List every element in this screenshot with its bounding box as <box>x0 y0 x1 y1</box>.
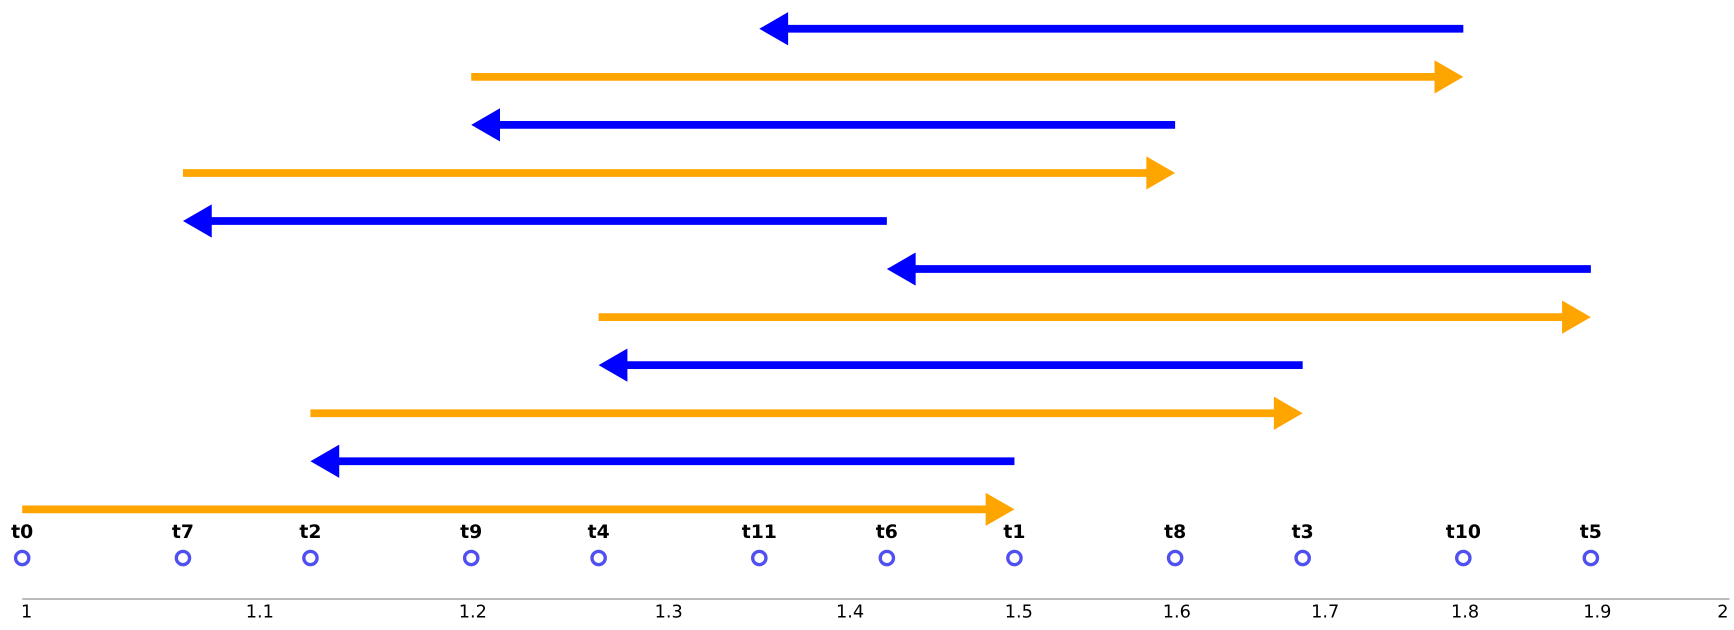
x-tick-label: 1.2 <box>459 602 487 622</box>
point-label: t11 <box>742 522 777 543</box>
arrow-head <box>471 108 501 142</box>
x-tick-label: 1.1 <box>246 602 274 622</box>
arrow <box>310 444 1015 478</box>
arrow <box>182 204 887 238</box>
arrow-head <box>1146 156 1176 190</box>
arrow-head <box>985 492 1015 526</box>
arrow-head <box>1434 60 1464 94</box>
x-tick-label: 1.7 <box>1311 602 1339 622</box>
x-tick-label: 1.4 <box>836 602 864 622</box>
arrow <box>471 60 1464 94</box>
point-label: t7 <box>172 522 194 543</box>
point-label: t6 <box>876 522 898 543</box>
arrow-head <box>1273 396 1303 430</box>
point-label: t5 <box>1580 522 1602 543</box>
x-tick-label: 1.5 <box>1005 602 1033 622</box>
arrow <box>310 396 1303 430</box>
x-tick-label: 2 <box>1717 602 1728 622</box>
point-label: t4 <box>588 522 610 543</box>
arrow <box>598 348 1303 382</box>
arrow-head <box>182 204 212 238</box>
x-tick-label: 1.3 <box>655 602 683 622</box>
point <box>1166 549 1184 567</box>
point <box>1294 549 1311 567</box>
point <box>590 549 607 567</box>
point <box>1582 549 1600 567</box>
arrow <box>471 108 1176 142</box>
point-label: t9 <box>460 522 482 543</box>
point <box>1455 549 1472 567</box>
point-label: t8 <box>1164 522 1186 543</box>
point-label: t3 <box>1292 522 1314 543</box>
arrow-head <box>1562 300 1591 334</box>
point <box>1006 549 1023 567</box>
arrow-head <box>886 252 916 286</box>
point <box>878 549 896 567</box>
point-label: t0 <box>11 522 33 543</box>
arrow <box>759 12 1464 46</box>
point <box>302 549 319 567</box>
x-tick-label: 1.6 <box>1163 602 1191 622</box>
arrow <box>22 492 1015 526</box>
point <box>13 549 31 567</box>
x-tick-label: 1 <box>21 602 32 622</box>
point <box>751 549 768 567</box>
arrow-head <box>310 444 340 478</box>
arrow <box>598 300 1591 334</box>
point-label: t10 <box>1446 522 1481 543</box>
x-tick-label: 1.9 <box>1583 602 1611 622</box>
point <box>462 549 480 567</box>
point-label: t2 <box>299 522 321 543</box>
arrow-head <box>759 12 789 46</box>
arrow-head <box>598 348 628 382</box>
point <box>174 549 192 567</box>
x-tick-label: 1.8 <box>1451 602 1479 622</box>
point-label: t1 <box>1003 522 1025 543</box>
arrow <box>886 252 1591 286</box>
arrow <box>182 156 1176 190</box>
